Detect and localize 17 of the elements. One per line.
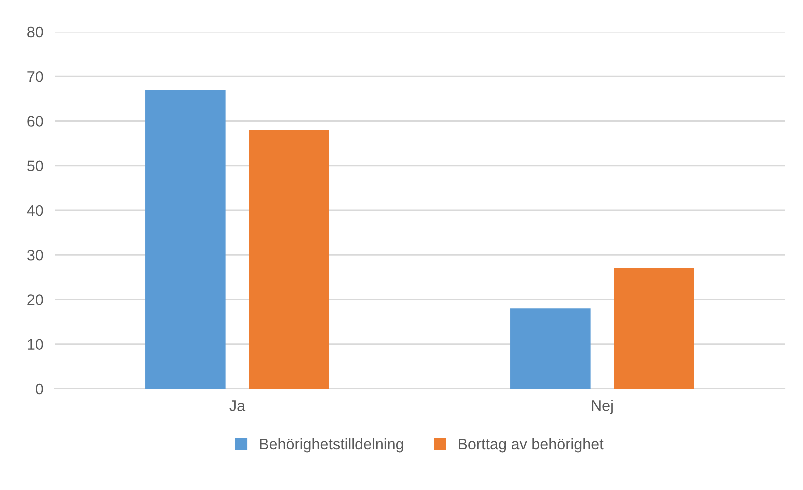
x-tick-label: Ja (230, 400, 246, 412)
y-tick-label: 40 (27, 205, 44, 216)
y-tick-label: 50 (28, 160, 44, 172)
y-tick-label: 30 (27, 250, 44, 261)
y-tick-label: 0 (36, 384, 44, 395)
legend-label: Behörighetstilldelning (260, 438, 404, 453)
y-tick-label: 10 (28, 339, 44, 350)
bar (614, 268, 694, 389)
y-tick-label: 70 (28, 71, 44, 82)
bar (249, 130, 330, 389)
y-tick-label: 60 (28, 116, 44, 127)
y-tick-label: 20 (28, 294, 44, 306)
y-tick-label: 80 (28, 26, 44, 38)
legend-label: Borttag av behörighet (459, 438, 604, 453)
x-tick-label: Nej (592, 400, 613, 414)
bar (510, 308, 591, 389)
bar (146, 90, 226, 389)
